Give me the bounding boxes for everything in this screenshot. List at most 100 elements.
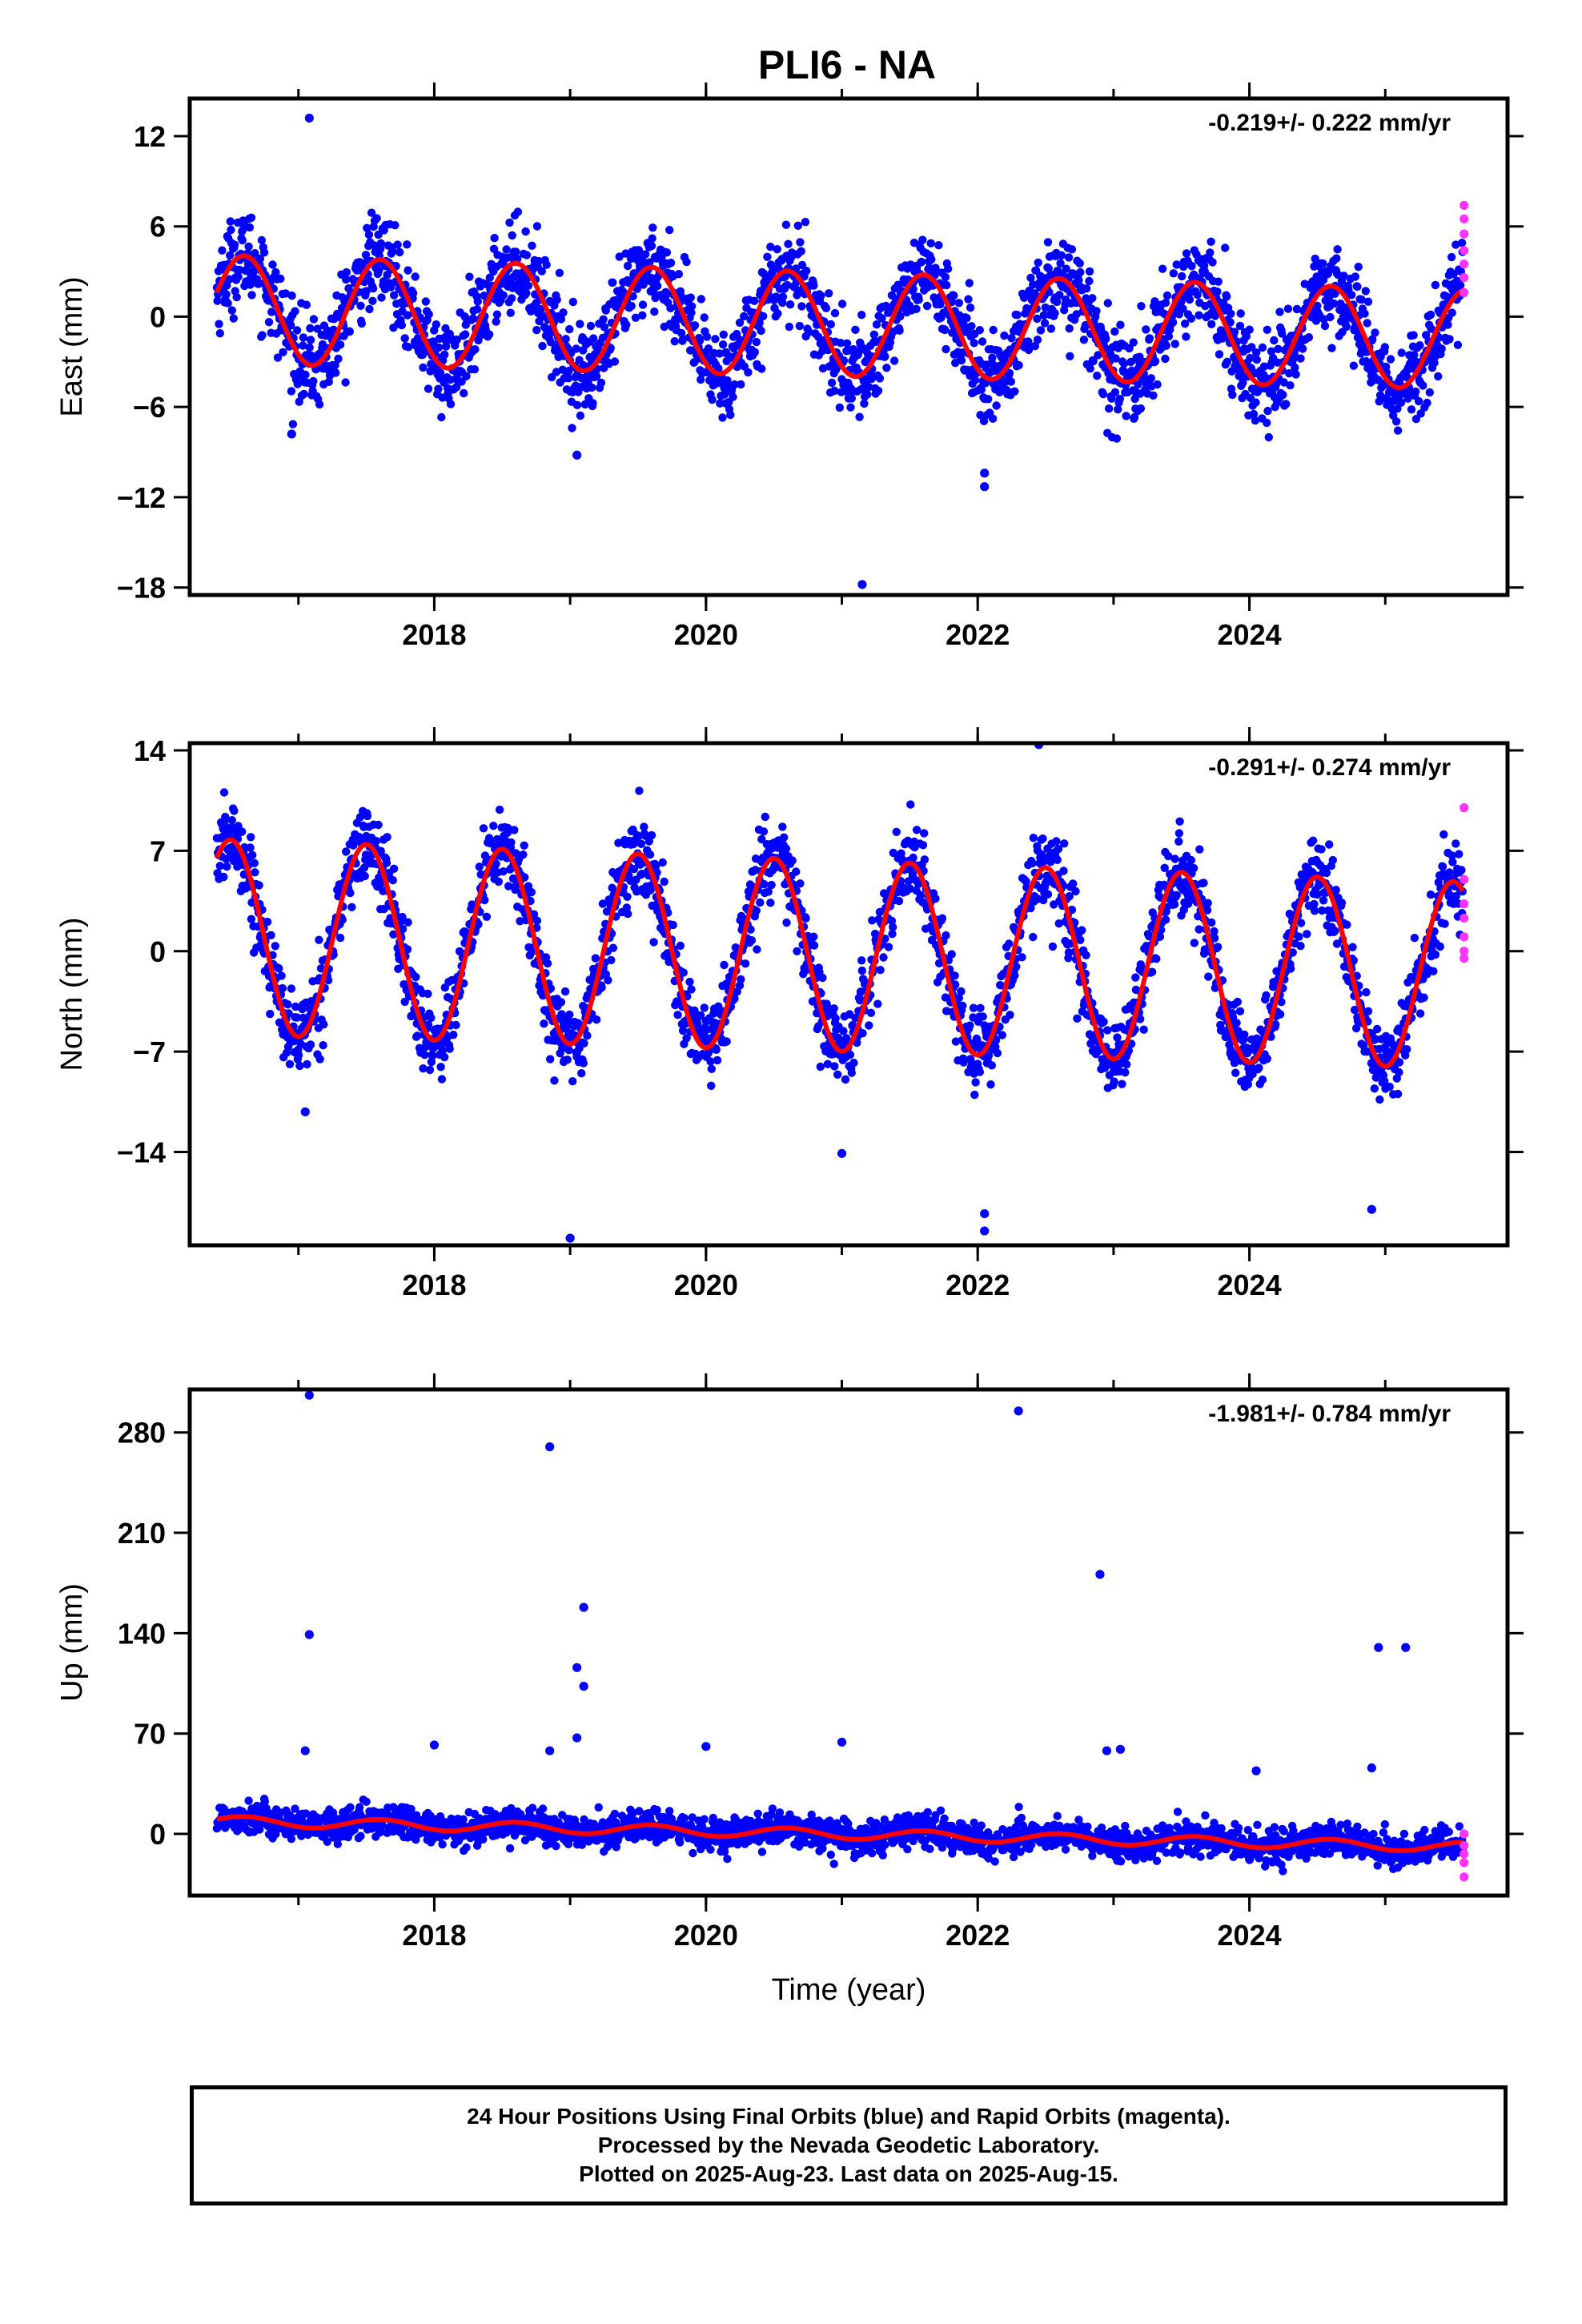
final-orbit-point (1110, 388, 1120, 396)
final-orbit-point (1078, 926, 1086, 935)
final-orbit-point (1182, 249, 1191, 258)
final-orbit-point (1426, 890, 1435, 899)
final-orbit-point (841, 1075, 850, 1084)
final-orbit-point (831, 1014, 840, 1023)
final-orbit-point (1092, 307, 1101, 316)
final-orbit-point (793, 947, 801, 956)
final-orbit-point (1175, 817, 1184, 826)
final-orbit-point (858, 384, 867, 393)
final-orbit-point (568, 297, 577, 307)
final-orbit-point (1283, 304, 1293, 313)
final-orbit-point (1252, 355, 1262, 364)
final-orbit-point (598, 899, 608, 908)
final-orbit-point (592, 1015, 601, 1024)
final-orbit-point (740, 312, 749, 321)
final-orbit-point (267, 931, 275, 940)
final-orbit-point (319, 1020, 328, 1029)
final-orbit-point (513, 207, 523, 216)
final-orbit-point (440, 350, 449, 360)
final-orbit-point (906, 800, 915, 809)
final-orbit-point (836, 339, 845, 348)
final-orbit-point (347, 903, 356, 912)
final-orbit-point (869, 330, 879, 339)
final-orbit-point (223, 862, 231, 871)
final-orbit-point (1452, 839, 1460, 848)
final-orbit-point (1082, 284, 1091, 293)
rapid-orbit-point (1460, 899, 1469, 909)
final-orbit-point (302, 300, 311, 309)
outlier-point (572, 450, 582, 460)
final-orbit-point (782, 918, 791, 927)
final-orbit-point (704, 344, 713, 353)
final-orbit-point (1013, 311, 1022, 320)
final-orbit-point (747, 936, 757, 945)
final-orbit-point (222, 290, 231, 299)
final-orbit-point (1122, 412, 1130, 420)
final-orbit-point (1161, 298, 1170, 308)
final-orbit-point (645, 258, 654, 267)
final-orbit-point (1457, 866, 1466, 875)
final-orbit-point (987, 1061, 997, 1070)
final-orbit-point (342, 275, 351, 284)
final-orbit-point (1116, 320, 1125, 329)
final-orbit-point (998, 1031, 1007, 1039)
final-orbit-point (1292, 304, 1302, 314)
final-orbit-point (1053, 855, 1062, 865)
final-orbit-point (597, 983, 606, 992)
final-orbit-point (1110, 327, 1119, 336)
final-orbit-point (1275, 1010, 1285, 1019)
final-orbit-point (977, 385, 986, 394)
outlier-point (837, 1148, 847, 1158)
final-orbit-point (1410, 351, 1419, 360)
final-orbit-point (1236, 309, 1245, 318)
final-orbit-point (1010, 387, 1019, 396)
final-orbit-point (393, 240, 402, 249)
final-orbit-point (660, 877, 669, 887)
final-orbit-point (372, 214, 381, 223)
chart-title: PLI6 - NA (758, 42, 936, 87)
final-orbit-point (648, 234, 656, 243)
final-orbit-point (1298, 344, 1307, 353)
final-orbit-point (520, 873, 529, 882)
final-orbit-point (941, 325, 950, 335)
rapid-orbit-point (1460, 259, 1469, 269)
x-tick-label: 2018 (402, 618, 466, 651)
final-orbit-point (773, 309, 782, 318)
final-orbit-point (556, 315, 566, 324)
final-orbit-point (1235, 1007, 1245, 1016)
final-orbit-point (532, 222, 542, 231)
final-orbit-point (1414, 396, 1423, 406)
final-orbit-point (346, 888, 355, 898)
final-orbit-point (572, 344, 580, 353)
final-orbit-point (863, 390, 872, 399)
final-orbit-point (213, 296, 222, 305)
final-orbit-point (1161, 915, 1170, 924)
final-orbit-point (607, 955, 616, 965)
final-orbit-point (876, 966, 885, 975)
final-orbit-point (403, 311, 412, 320)
final-orbit-point (1342, 322, 1351, 332)
final-orbit-point (702, 332, 712, 341)
final-orbit-point (294, 1051, 303, 1059)
final-orbit-point (268, 260, 277, 269)
final-orbit-point (1295, 932, 1303, 941)
rate-annotation-east: -0.219+/- 0.222 mm/yr (1208, 110, 1451, 136)
final-orbit-point (437, 412, 446, 422)
final-orbit-point (334, 354, 343, 364)
final-orbit-point (781, 844, 791, 854)
final-orbit-point (376, 239, 385, 248)
final-orbit-point (1380, 343, 1390, 352)
final-orbit-point (641, 250, 650, 259)
final-orbit-point (805, 328, 813, 336)
final-orbit-point (1227, 309, 1235, 318)
final-orbit-point (411, 272, 420, 281)
final-orbit-point (588, 399, 597, 408)
final-orbit-point (918, 841, 928, 850)
final-orbit-point (436, 1063, 445, 1072)
final-orbit-point (816, 1062, 825, 1072)
final-orbit-point (1285, 369, 1294, 378)
final-orbit-point (419, 363, 428, 372)
final-orbit-point (623, 892, 632, 902)
final-orbit-point (858, 1029, 867, 1038)
final-orbit-point (1440, 919, 1449, 928)
